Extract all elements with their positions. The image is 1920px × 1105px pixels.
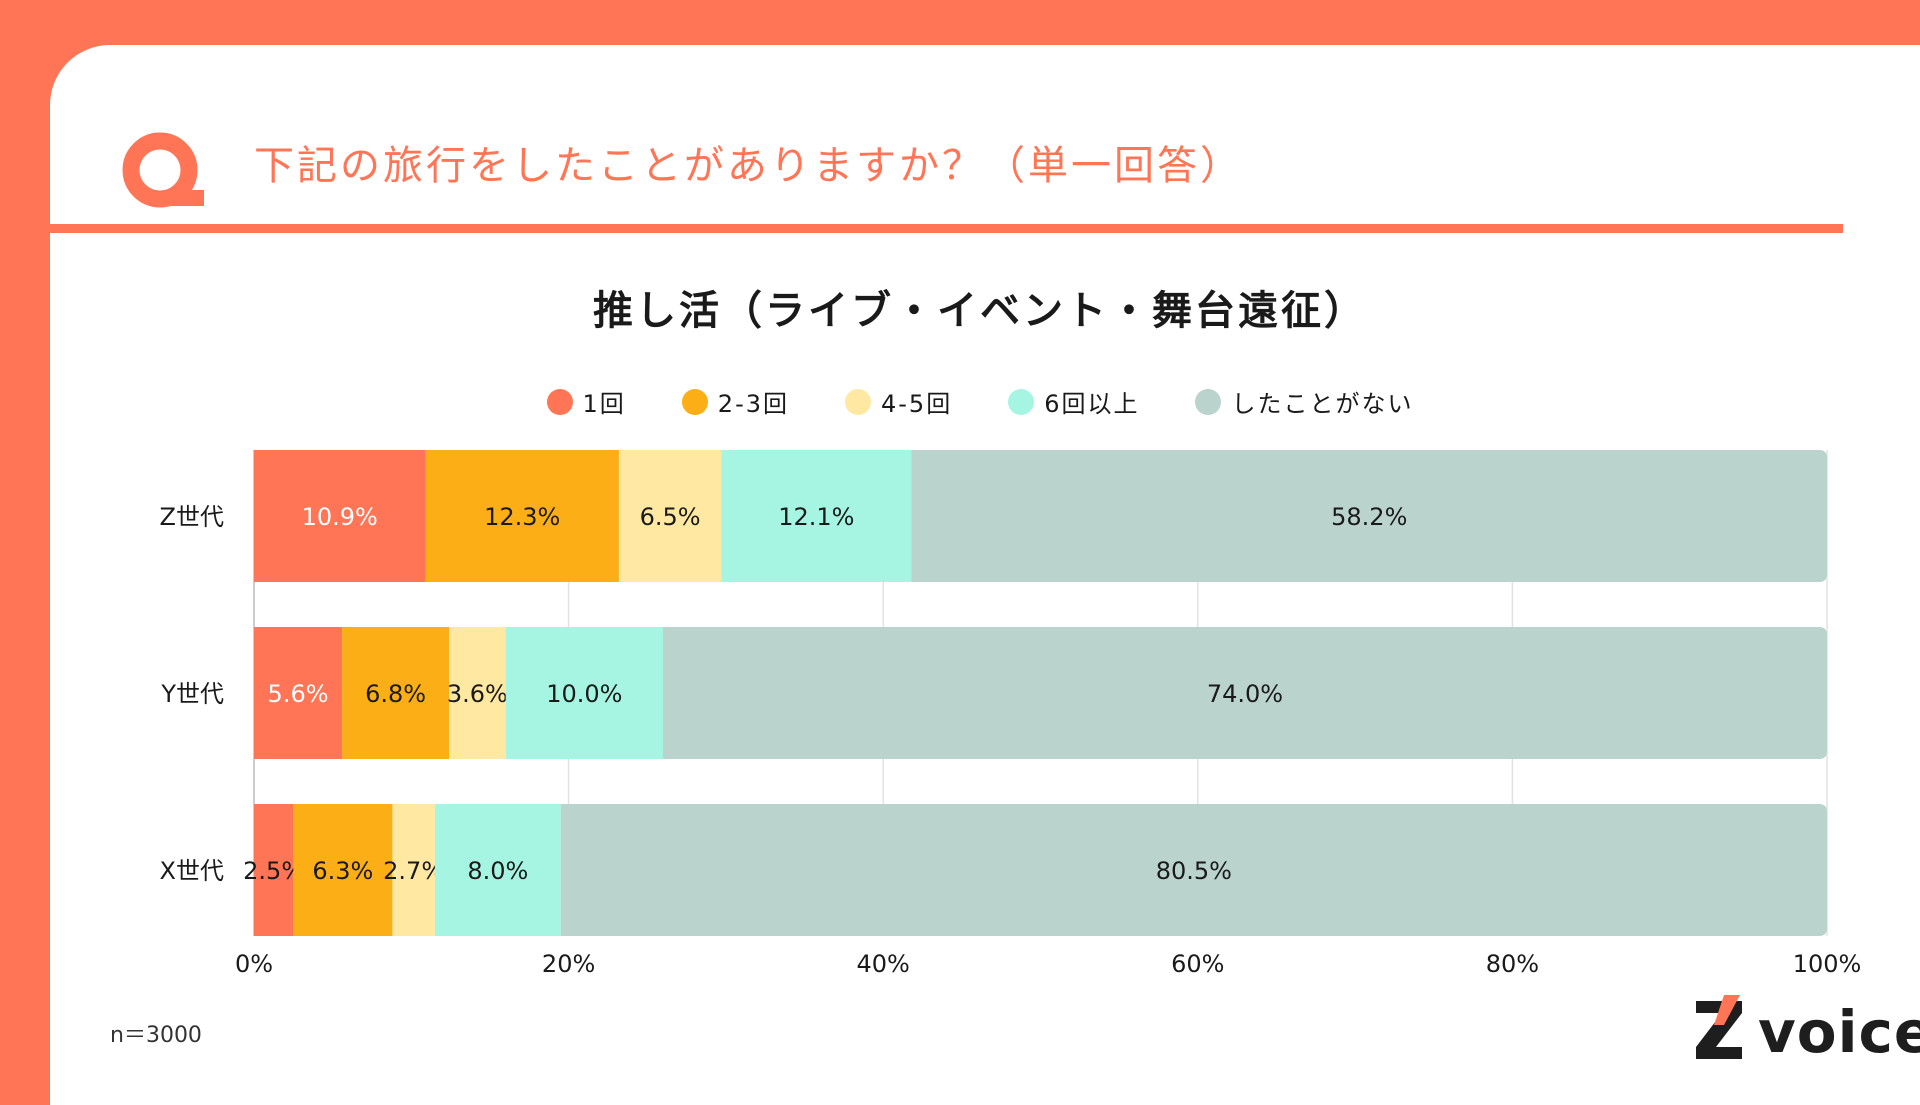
data-label: 12.3% (484, 503, 560, 531)
legend-item-4-5: 4-5回 (845, 384, 952, 419)
zvoice-logo-icon (1696, 995, 1742, 1059)
data-label: 6.8% (365, 680, 426, 708)
bar-segment (425, 450, 619, 582)
bar-segment (293, 804, 393, 936)
data-label: 58.2% (1331, 503, 1407, 531)
q-logo-icon (122, 132, 204, 208)
data-label: 74.0% (1207, 680, 1283, 708)
bar-segment (392, 804, 435, 936)
legend-label: 6回以上 (1044, 390, 1140, 418)
data-label: 10.9% (302, 503, 378, 531)
legend-dot (845, 388, 871, 415)
data-label: 12.1% (778, 503, 854, 531)
bar-segment (254, 450, 426, 582)
bar-segment (254, 627, 343, 759)
bar-segment (911, 450, 1827, 582)
legend-dot (681, 388, 708, 415)
bar-segment (449, 627, 506, 759)
x-tick-label: 80% (1486, 950, 1539, 978)
data-label: 10.0% (546, 680, 622, 708)
data-label: 8.0% (467, 857, 528, 885)
chart-title: 推し活（ライブ・イベント・舞台遠征） (593, 288, 1367, 334)
category-label: Z世代 (160, 503, 224, 531)
data-label: 2.7% (383, 857, 444, 885)
data-label: 6.5% (640, 503, 701, 531)
legend-dot (546, 388, 573, 415)
chart-legend: 1回 2-3回 4-5回 6回以上 したことがない (0, 384, 1920, 419)
x-tick-label: 20% (542, 950, 595, 978)
x-tick-label: 0% (235, 950, 273, 978)
header-divider (50, 224, 1843, 233)
data-label: 3.6% (447, 680, 508, 708)
bar-segment (662, 627, 1827, 759)
sample-size-note: n＝3000 (110, 1023, 202, 1048)
bar-segment (434, 804, 561, 936)
legend-item-1: 1回 (546, 384, 626, 419)
bar-segment (560, 804, 1827, 936)
legend-label: したことがない (1231, 390, 1414, 418)
legend-dot (1195, 388, 1222, 415)
legend-label: 2-3回 (717, 390, 789, 418)
legend-label: 1回 (582, 390, 626, 418)
stacked-bar-chart: 0% 20% 40% 60% 80% 100% Z世代 10.9% 12.3% 6.5% 12.1%… (160, 450, 1862, 978)
x-tick-label: 100% (1793, 950, 1862, 978)
bar-segment (721, 450, 912, 582)
x-tick-label: 60% (1171, 950, 1224, 978)
category-label: X世代 (160, 857, 224, 885)
legend-dot (1008, 388, 1035, 415)
data-label: 80.5% (1156, 857, 1232, 885)
category-label: Y世代 (160, 680, 224, 708)
bar-segment (618, 450, 722, 582)
legend-item-6plus: 6回以上 (1008, 384, 1139, 419)
brand-name: voice (1758, 998, 1920, 1066)
x-tick-label: 40% (857, 950, 910, 978)
question-title: 下記の旅行をしたことがありますか？（単一回答） (254, 143, 1243, 189)
data-label: 6.3% (312, 857, 373, 885)
legend-item-2-3: 2-3回 (681, 384, 789, 419)
legend-item-never: したことがない (1195, 384, 1413, 419)
legend-label: 4-5回 (881, 390, 953, 418)
bar-segment (342, 627, 450, 759)
data-label: 5.6% (268, 680, 329, 708)
bar-segment (505, 627, 663, 759)
bar-segment (254, 804, 294, 936)
